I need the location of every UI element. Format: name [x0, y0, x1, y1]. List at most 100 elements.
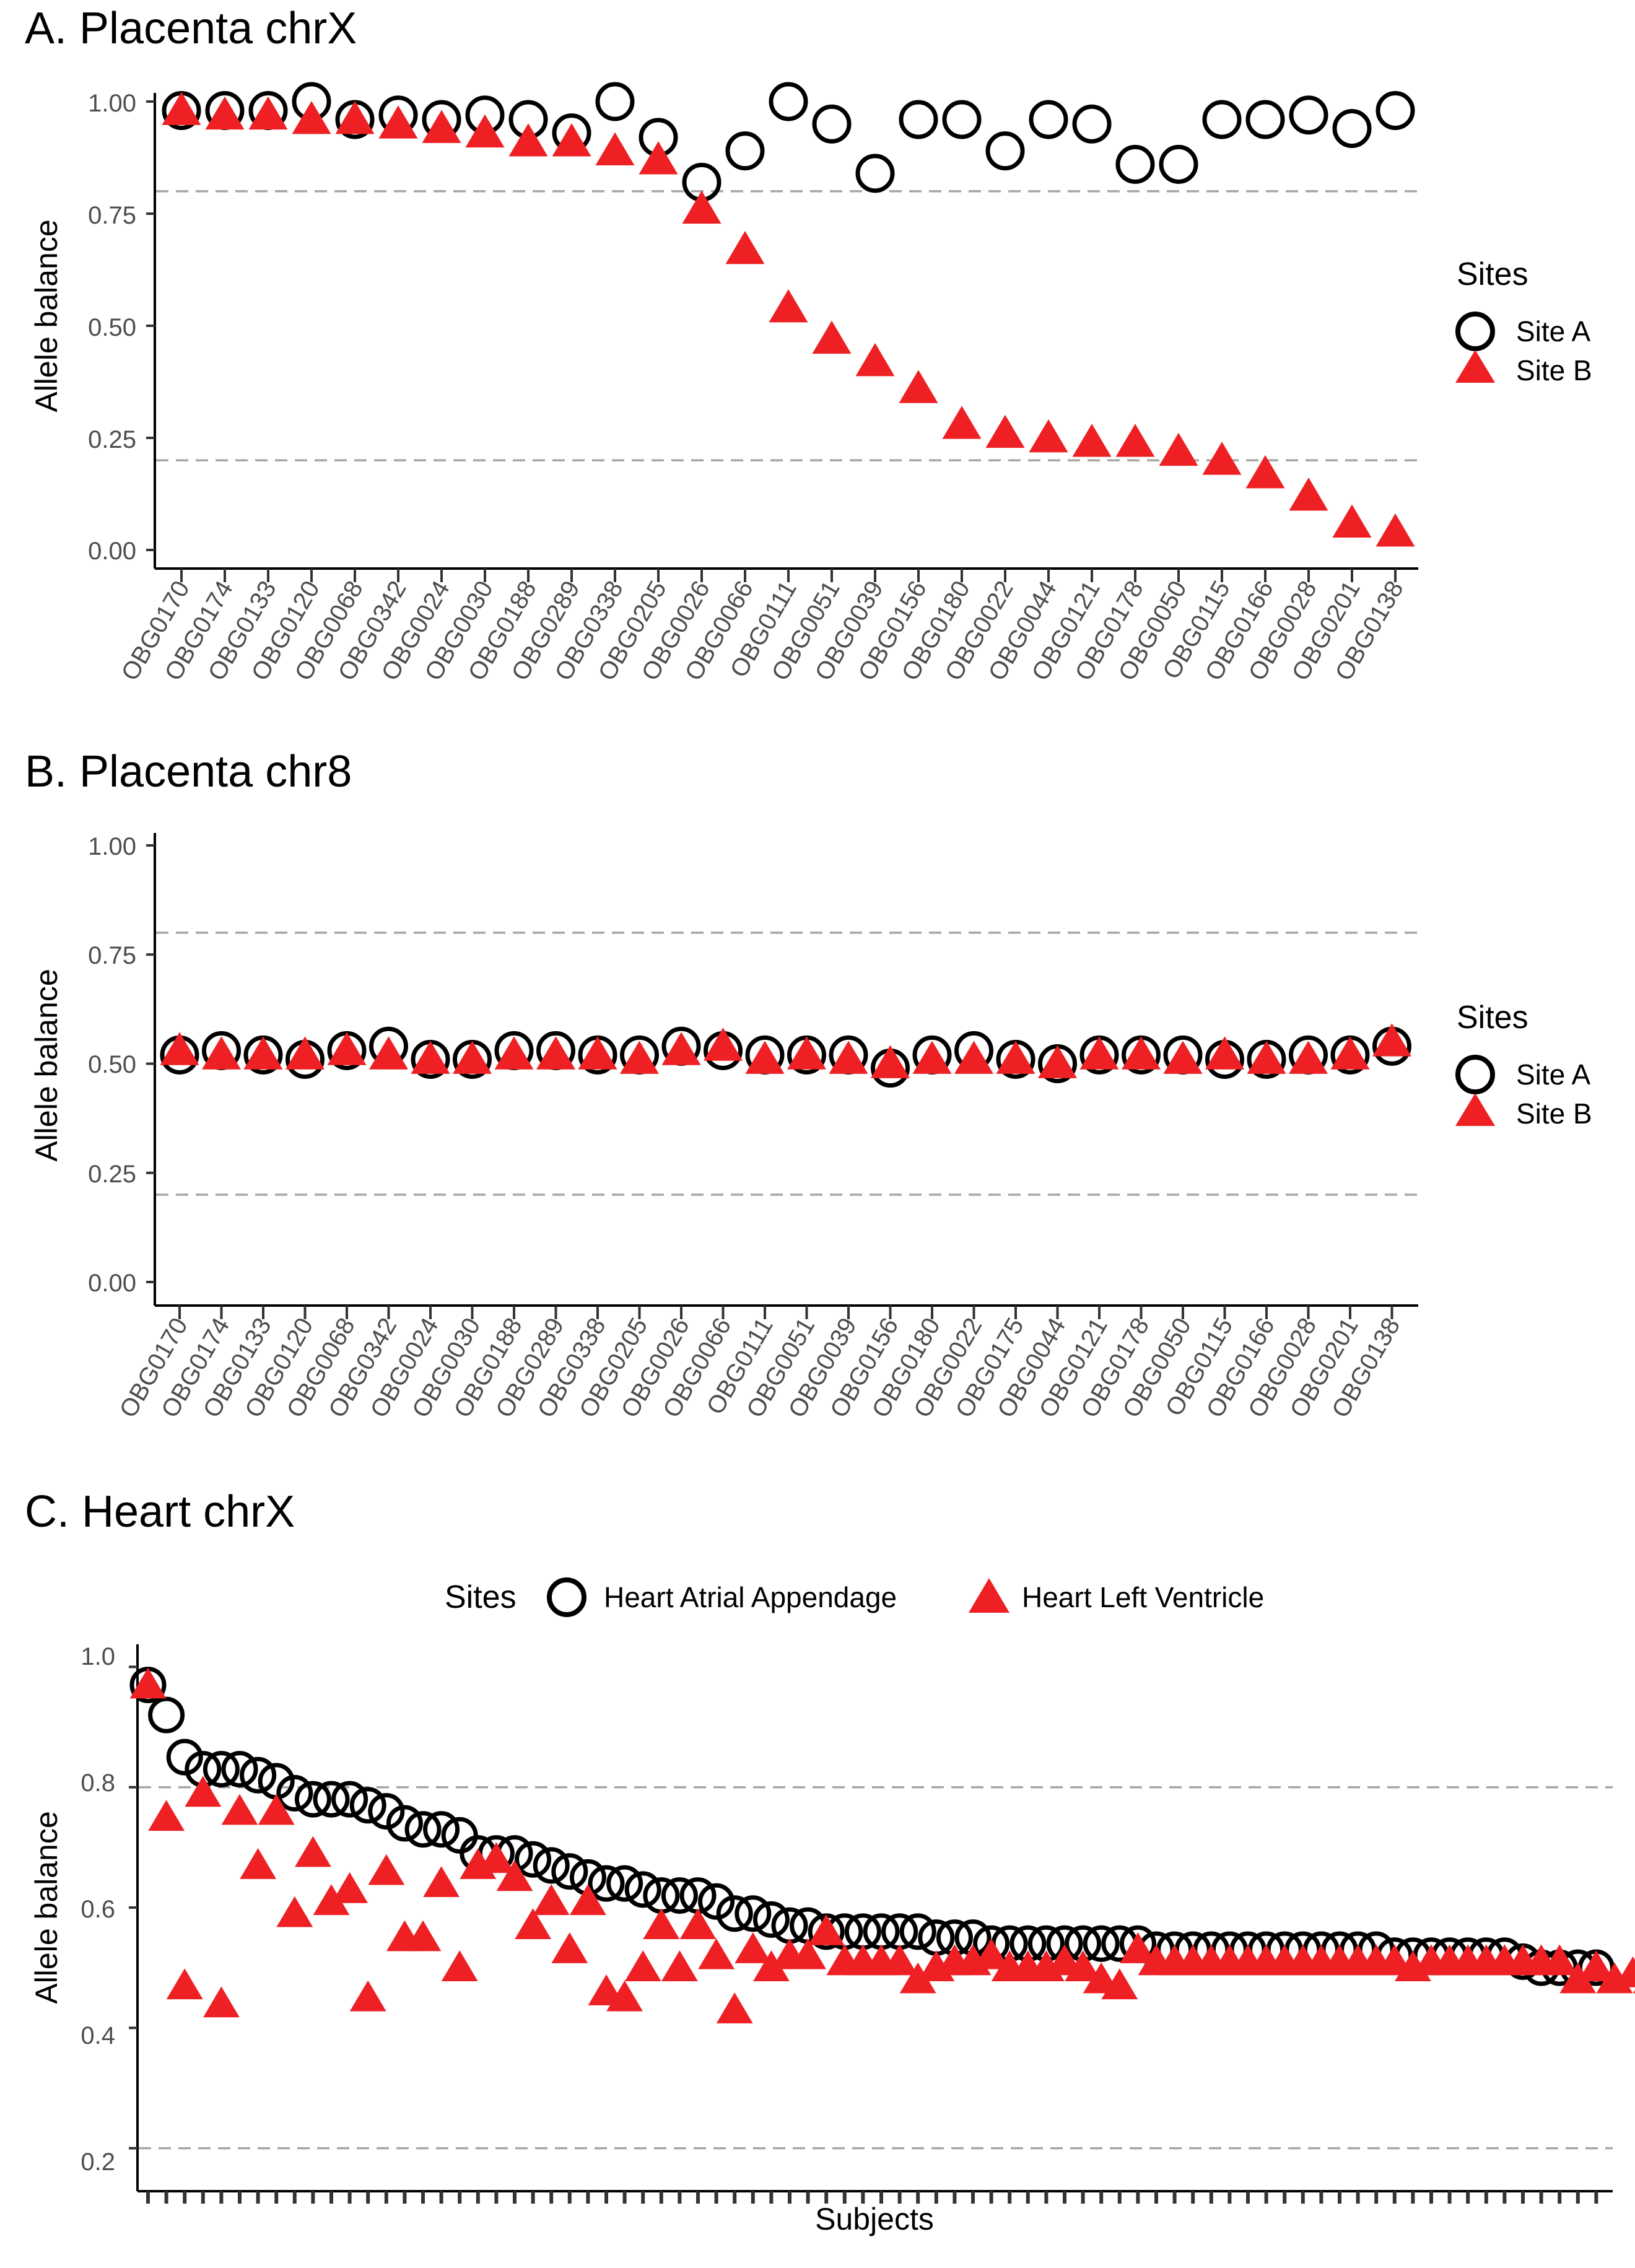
site-b-point: [349, 1980, 386, 2012]
site-b-point: [1578, 1950, 1615, 1981]
site-b-point: [985, 414, 1025, 448]
site-b-point: [129, 1667, 167, 1699]
legend-open-circle-marker: [1455, 1055, 1495, 1094]
site-b-point: [725, 230, 765, 264]
panel-a-ytick-label: 1.00: [88, 90, 136, 117]
site-b-point: [606, 1980, 643, 2012]
site-a-point: [349, 1787, 386, 1824]
panel-b-ytick-label: 0.00: [88, 1270, 136, 1297]
panel-a-ytick-label: 0.50: [88, 314, 136, 341]
site-b-point: [552, 123, 591, 157]
site-a-point: [985, 131, 1025, 171]
site-a-point: [769, 82, 808, 121]
site-a-point: [1332, 108, 1372, 148]
site-b-point: [1120, 1932, 1156, 1963]
site-b-point: [745, 1040, 785, 1074]
site-b-point: [202, 1036, 241, 1070]
panel-b-ytick-label: 1.00: [88, 833, 136, 860]
site-a-point: [551, 1853, 588, 1890]
site-b-point: [871, 1045, 910, 1078]
site-b-point: [148, 1800, 185, 1831]
site-b-point: [423, 1866, 460, 1897]
site-a-point: [881, 1913, 918, 1950]
site-a-point: [1289, 95, 1328, 135]
site-b-point: [465, 114, 505, 148]
panel-b: B. Placenta chr8 Allele balance 0.00 0.2…: [25, 747, 1592, 1423]
site-a-point: [221, 1751, 258, 1788]
site-a-point: [1245, 100, 1285, 139]
site-a-point: [313, 1781, 350, 1818]
site-b-point: [716, 1992, 753, 2023]
site-b-point: [327, 1032, 367, 1065]
panel-c-title: C. Heart chrX: [25, 1487, 295, 1537]
site-b-point: [595, 132, 635, 166]
site-a-point: [423, 1811, 460, 1848]
panel-a-ytick-label: 0.75: [88, 202, 136, 229]
panel-a-ytick-label: 0.00: [88, 538, 136, 565]
panel-b-plot: OBG0170OBG0174OBG0133OBG0120OBG0068OBG03…: [115, 833, 1418, 1423]
site-a-point: [752, 1901, 790, 1938]
panel-a-legend-title: Sites: [1457, 256, 1528, 292]
site-b-point: [292, 100, 331, 134]
site-b-point: [369, 1036, 408, 1070]
site-b-point: [1376, 513, 1415, 547]
site-a-point: [725, 131, 765, 171]
site-b-point: [185, 1776, 222, 1807]
site-b-point: [624, 1950, 661, 1981]
site-a-point: [294, 1781, 331, 1818]
panel-a-title: A. Placenta chrX: [25, 4, 357, 53]
site-b-point: [1289, 478, 1328, 511]
site-b-point: [643, 1908, 680, 1939]
legend-red-triangle-marker: [969, 1578, 1009, 1613]
site-a-point: [899, 1913, 936, 1950]
site-b-point: [899, 1962, 936, 1994]
panel-c-legend-title: Sites: [445, 1579, 517, 1615]
site-b-point: [1038, 1045, 1077, 1078]
site-a-point: [661, 1877, 698, 1914]
site-b-point: [1115, 424, 1155, 457]
site-a-point: [441, 1817, 478, 1854]
site-b-point: [1079, 1036, 1119, 1070]
panel-b-ytick-label: 0.75: [88, 942, 136, 969]
site-b-point: [570, 1884, 606, 1916]
site-b-point: [704, 1027, 743, 1061]
site-b-point: [996, 1040, 1036, 1074]
site-a-point: [515, 1841, 552, 1878]
site-b-point: [404, 1920, 442, 1952]
panel-a-legend: Sites Site A Site B: [1455, 256, 1592, 386]
site-b-point: [1245, 455, 1285, 489]
site-a-point: [404, 1811, 442, 1848]
site-b-point: [422, 110, 461, 143]
site-b-point: [808, 1914, 845, 1945]
site-b-point: [661, 1950, 698, 1981]
panel-c-ytick-label: 1.0: [81, 1643, 115, 1670]
site-a-point: [1115, 144, 1155, 184]
panel-c: C. Heart chrX Sites Heart Atrial Appenda…: [25, 1487, 1635, 2236]
panel-c-yticks: 0.2 0.4 0.6 0.8 1.0: [81, 1643, 115, 2176]
site-a-point: [203, 1751, 240, 1788]
site-b-point: [1202, 442, 1242, 475]
site-b-point: [787, 1036, 826, 1070]
site-b-point: [453, 1040, 492, 1074]
site-a-point: [1159, 144, 1198, 184]
site-b-point: [881, 1944, 918, 1976]
site-b-point: [1372, 1023, 1411, 1057]
site-b-point: [248, 96, 288, 130]
site-a-point: [276, 1774, 313, 1812]
site-a-point: [240, 1756, 277, 1794]
site-a-point: [624, 1871, 661, 1908]
site-a-point: [679, 1877, 717, 1914]
site-b-point: [899, 370, 938, 403]
panel-a-ylabel: Allele balance: [29, 219, 64, 412]
site-a-point: [386, 1805, 423, 1842]
panel-c-xlabel: Subjects: [815, 2202, 934, 2236]
panel-b-ytick-label: 0.25: [88, 1161, 136, 1188]
site-b-point: [494, 1036, 534, 1070]
site-a-point: [331, 1781, 368, 1818]
legend-red-triangle-marker: [1455, 1093, 1495, 1126]
site-a-point: [606, 1865, 643, 1902]
site-b-point: [1065, 1950, 1101, 1981]
site-a-point: [368, 1793, 405, 1830]
site-b-point: [769, 289, 808, 323]
site-b-point: [536, 1036, 575, 1070]
